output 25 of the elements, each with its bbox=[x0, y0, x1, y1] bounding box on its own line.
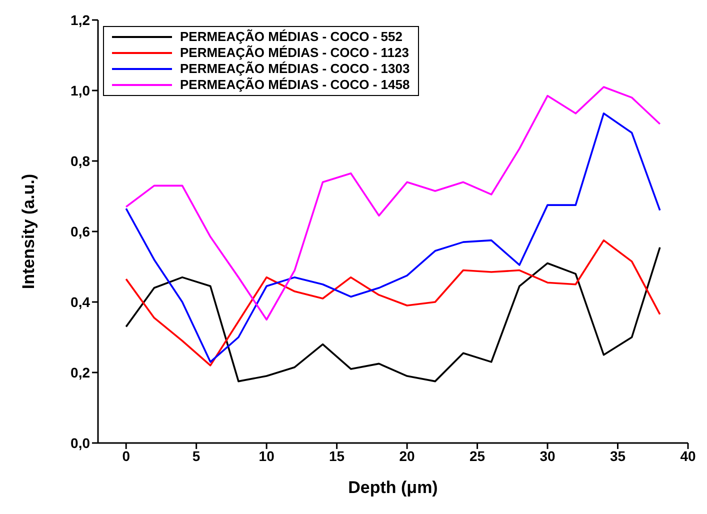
x-tick-label: 0 bbox=[122, 448, 130, 464]
x-tick-label: 10 bbox=[258, 448, 275, 464]
x-tick-label: 25 bbox=[469, 448, 486, 464]
x-tick-label: 30 bbox=[540, 448, 556, 464]
x-axis-title: Depth (μm) bbox=[348, 478, 438, 497]
x-tick-label: 35 bbox=[610, 448, 626, 464]
x-tick-label: 40 bbox=[680, 448, 696, 464]
x-tick-label: 20 bbox=[399, 448, 416, 464]
line-series bbox=[125, 246, 661, 382]
y-tick-label: 1,0 bbox=[70, 82, 90, 98]
x-tick-label: 15 bbox=[329, 448, 345, 464]
line-series bbox=[125, 239, 661, 366]
y-tick-label: 0,6 bbox=[70, 223, 90, 240]
y-axis-title: Intensity (a.u.) bbox=[19, 174, 38, 290]
y-tick-label: 1,2 bbox=[70, 12, 90, 28]
y-tick-label: 0,2 bbox=[70, 364, 90, 380]
legend-label: PERMEAÇÃO MÉDIAS - COCO - 1123 bbox=[180, 45, 409, 61]
x-tick-label: 5 bbox=[192, 448, 200, 464]
legend-label: PERMEAÇÃO MÉDIAS - COCO - 1458 bbox=[180, 77, 410, 93]
legend-label: PERMEAÇÃO MÉDIAS - COCO - 1303 bbox=[180, 61, 410, 77]
y-tick-label: 0,8 bbox=[70, 152, 90, 169]
line-series bbox=[125, 112, 661, 363]
legend-label: PERMEAÇÃO MÉDIAS - COCO - 552 bbox=[180, 29, 402, 45]
y-tick-label: 0,4 bbox=[70, 294, 90, 310]
y-tick-label: 0,0 bbox=[70, 434, 90, 451]
